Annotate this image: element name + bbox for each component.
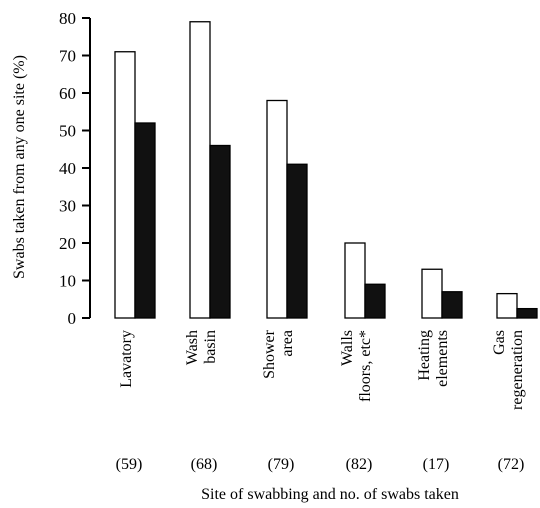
- category-label: floors, etc*: [357, 330, 374, 402]
- category-label: area: [279, 330, 296, 357]
- bar-filled: [286, 163, 308, 319]
- category-label: Shower: [261, 329, 278, 379]
- y-tick-label: 0: [68, 309, 77, 328]
- y-tick-label: 40: [59, 159, 76, 178]
- category-label: basin: [202, 330, 219, 364]
- bar-open: [344, 242, 366, 319]
- bar-open: [266, 99, 288, 319]
- y-tick-label: 50: [59, 122, 76, 141]
- category-label: Heating: [416, 330, 433, 381]
- y-axis-title: Swabs taken from any one site (%): [11, 55, 28, 279]
- y-tick-label: 70: [59, 47, 76, 66]
- bar-filled: [209, 144, 231, 319]
- bar-filled: [364, 283, 386, 319]
- bar-open: [189, 21, 211, 319]
- category-label: elements: [434, 330, 451, 387]
- category-label: Walls: [339, 330, 356, 366]
- y-tick-label: 20: [59, 234, 76, 253]
- swab-count-label: (68): [191, 456, 218, 473]
- y-tick-label: 60: [59, 84, 76, 103]
- y-tick-label: 30: [59, 197, 76, 216]
- category-label: regeneration: [509, 330, 526, 410]
- swab-count-label: (72): [498, 456, 525, 473]
- bar-filled: [441, 291, 463, 319]
- bar-filled: [516, 307, 538, 319]
- category-labels: Lavatory Wash basin Shower area Walls floors, …: [118, 329, 526, 410]
- bar-open: [114, 51, 136, 319]
- bars: [114, 21, 538, 319]
- category-label: Lavatory: [118, 330, 135, 388]
- swab-count-labels: (59) (68) (79) (82) (17) (72): [116, 456, 525, 473]
- bar-open: [421, 268, 443, 319]
- y-tick-label: 10: [59, 272, 76, 291]
- swab-count-label: (59): [116, 456, 143, 473]
- bar-filled: [134, 122, 156, 319]
- swab-count-label: (82): [346, 456, 373, 473]
- swab-count-label: (17): [423, 456, 450, 473]
- swab-count-label: (79): [268, 456, 295, 473]
- bar-open: [496, 292, 518, 319]
- y-tick-label: 80: [59, 9, 76, 28]
- y-axis: 0 10 20 30 40 50 60 70 80: [59, 9, 91, 328]
- category-label: Gas: [491, 330, 508, 355]
- x-axis-title: Site of swabbing and no. of swabs taken: [201, 486, 459, 503]
- category-label: Wash: [184, 330, 201, 365]
